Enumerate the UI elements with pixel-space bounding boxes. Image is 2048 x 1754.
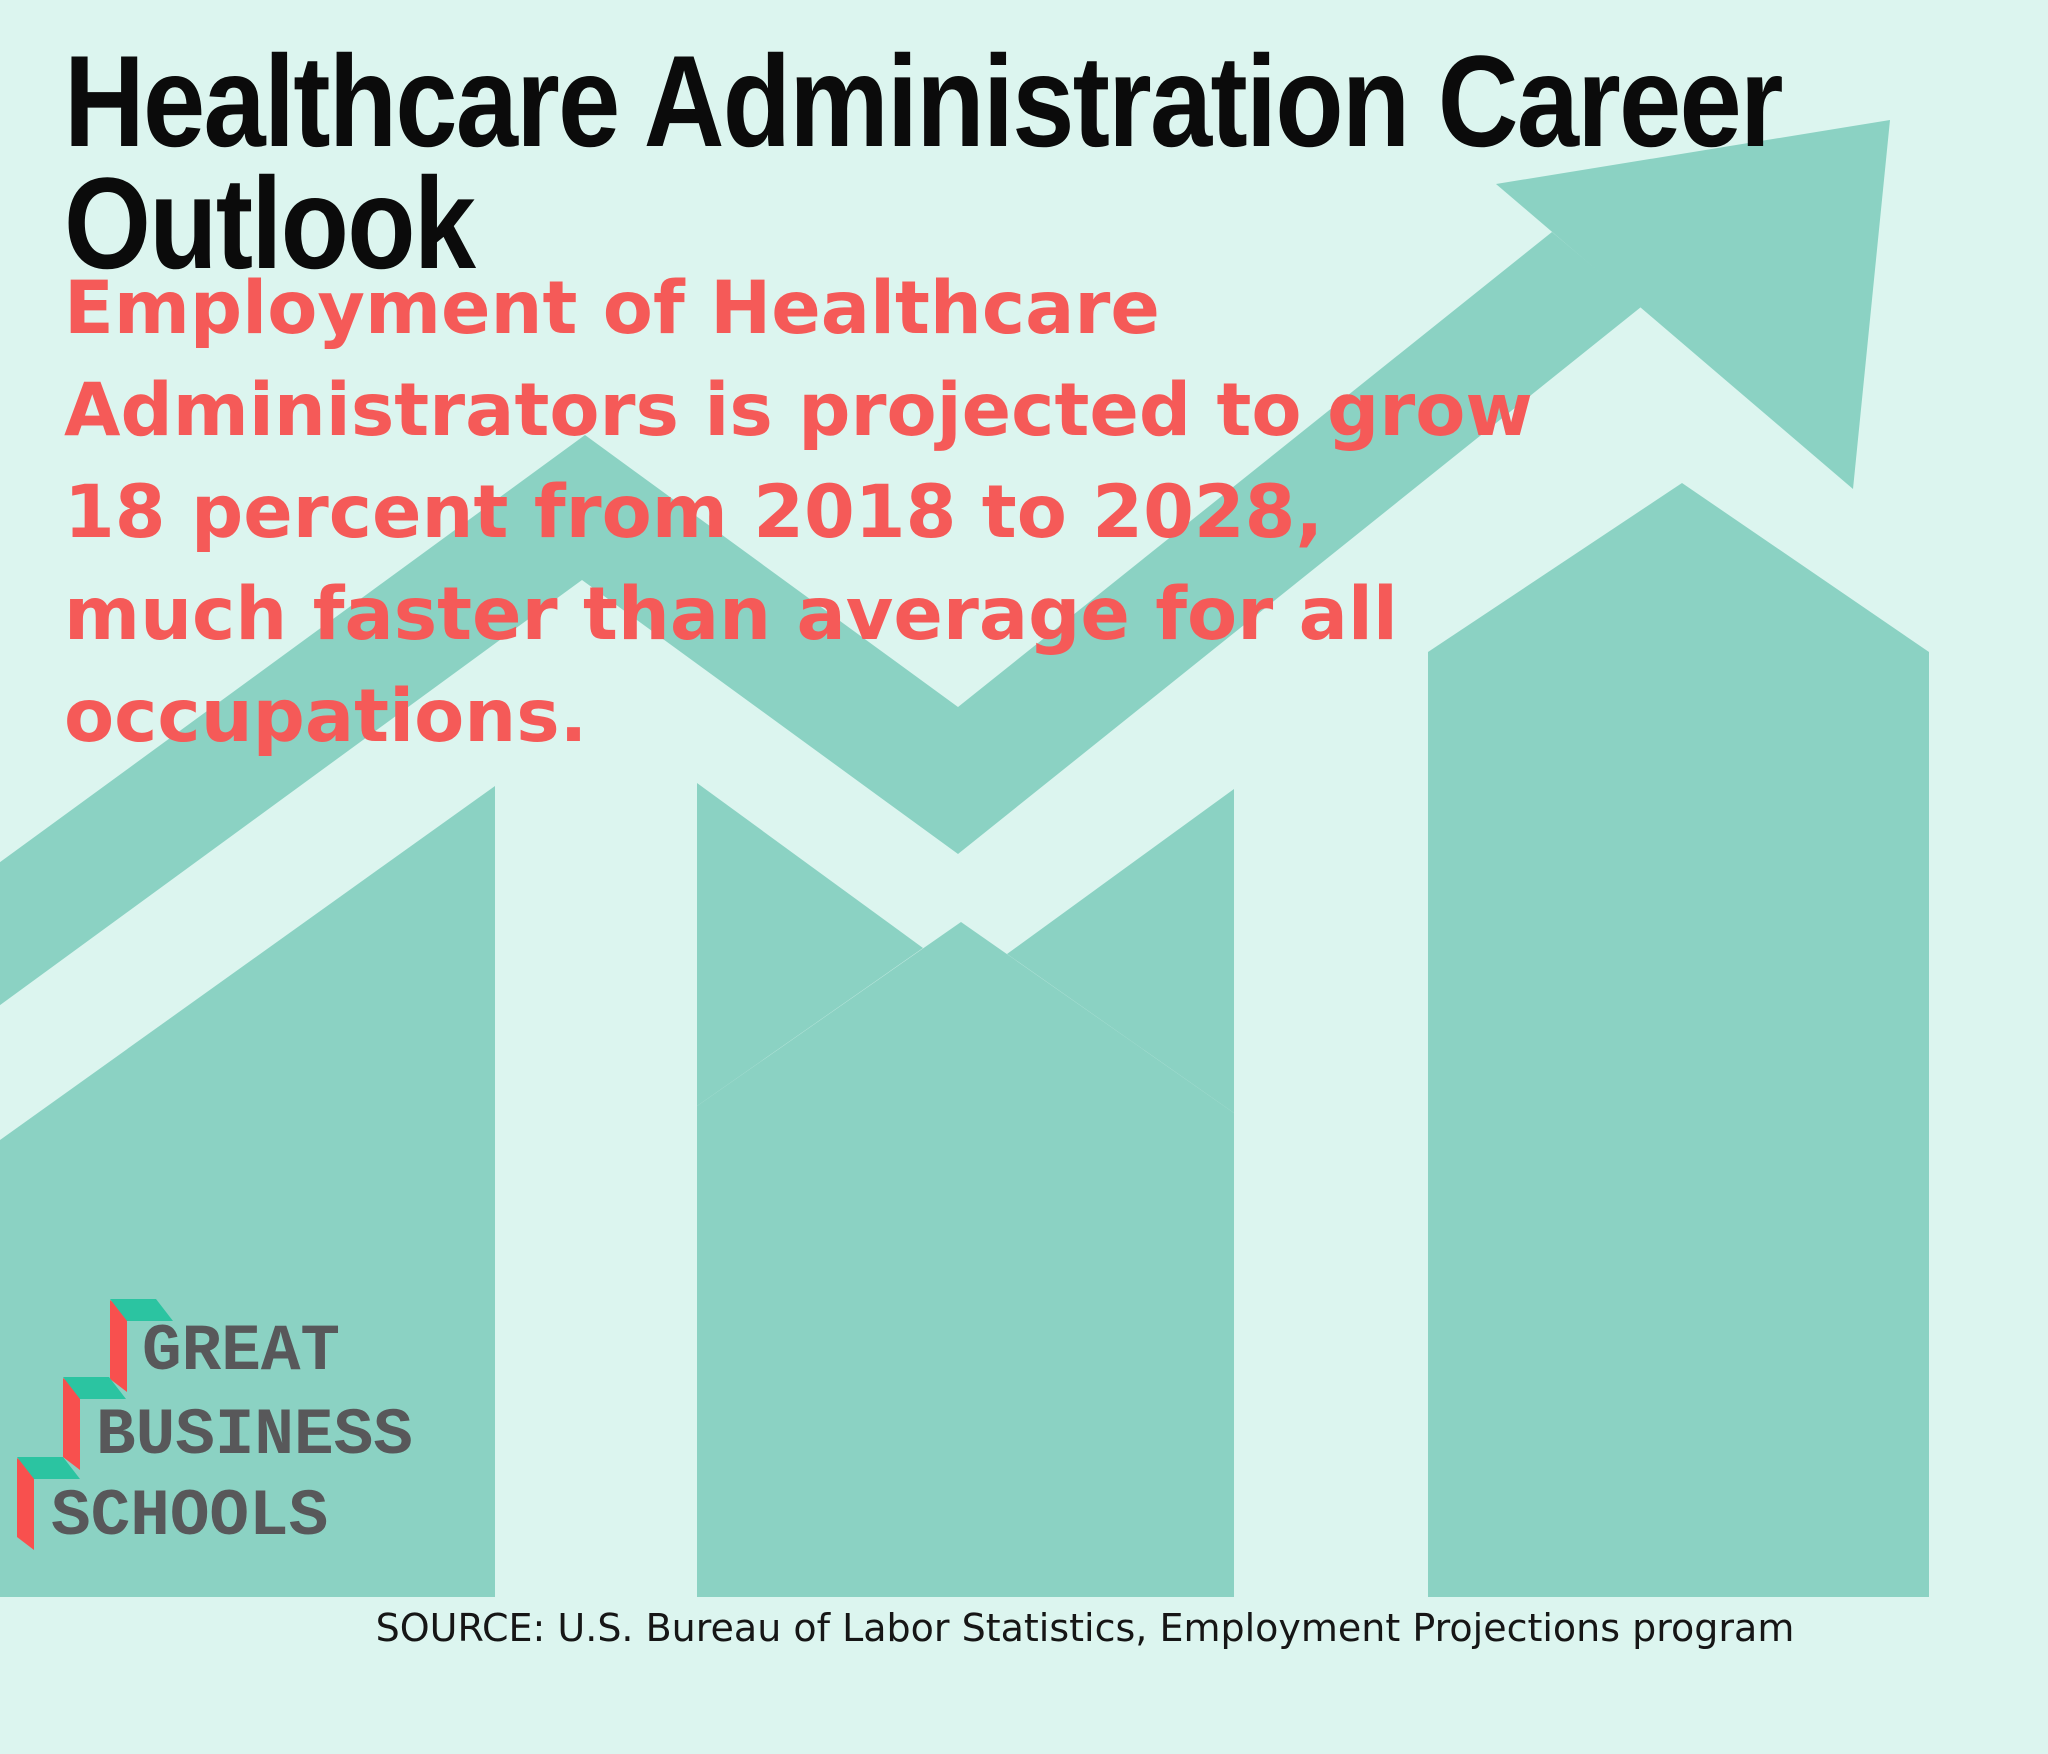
page-title: Healthcare Administration Career Outlook xyxy=(64,28,1783,296)
logo-step-riser xyxy=(17,1458,34,1550)
logo-step-riser xyxy=(110,1300,127,1392)
bar-left-shape xyxy=(0,786,495,1597)
logo-text-schools: SCHOOLS xyxy=(51,1479,329,1554)
subtitle-line: 18 percent from 2018 to 2028, xyxy=(64,470,1324,555)
source-attribution: SOURCE: U.S. Bureau of Labor Statistics,… xyxy=(375,1606,1795,1650)
bar-middle-shape xyxy=(697,922,1234,1597)
trend-arrow-head-icon xyxy=(1496,120,1890,489)
subtitle-line: much faster than average for all xyxy=(64,572,1398,657)
logo-step-tread xyxy=(63,1377,126,1399)
subtitle-line: Administrators is projected to grow xyxy=(64,368,1533,453)
trend-arrow-shaft-shape xyxy=(0,232,1641,1006)
subtitle-paragraph: Employment of Healthcare Administrators … xyxy=(64,258,1533,768)
great-business-schools-logo: GREAT BUSINESS SCHOOLS xyxy=(17,1295,477,1575)
page-title-line1: Healthcare Administration Career xyxy=(64,28,1783,174)
logo-step-riser xyxy=(63,1378,80,1470)
subtitle-line: Employment of Healthcare xyxy=(64,266,1160,351)
logo-text-great: GREAT xyxy=(142,1314,341,1389)
bar-middle-left-sliver-shape xyxy=(697,783,923,1106)
logo-text-business: BUSINESS xyxy=(96,1398,413,1473)
subtitle-line: occupations. xyxy=(64,674,588,759)
logo-step-tread xyxy=(110,1299,173,1321)
bar-middle-right-sliver-shape xyxy=(1007,789,1234,1113)
bar-right-shape xyxy=(1428,483,1929,1597)
logo-step-tread xyxy=(17,1457,80,1479)
page-title-line2: Outlook xyxy=(64,150,476,296)
logo-stairs-icon xyxy=(17,1299,173,1550)
